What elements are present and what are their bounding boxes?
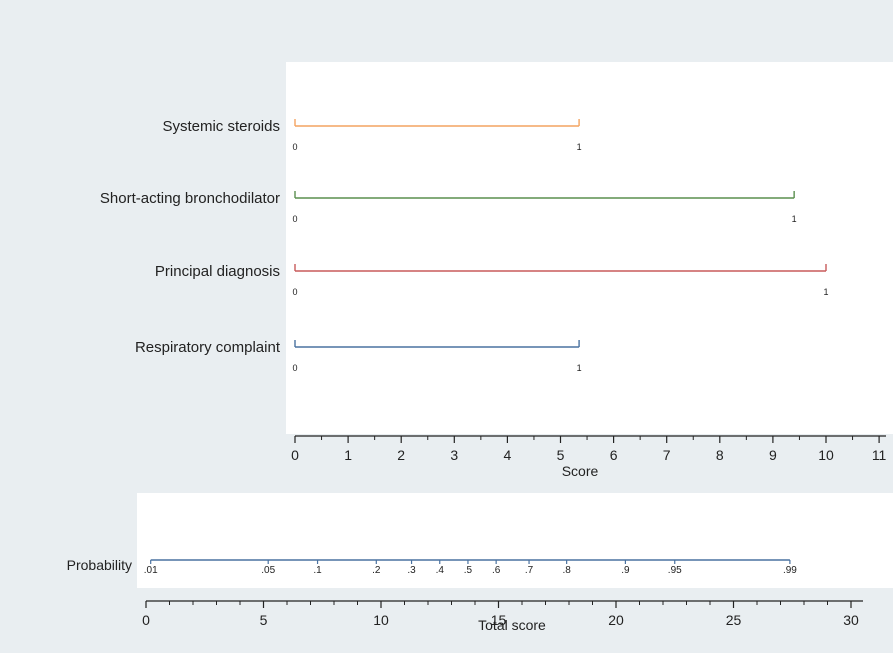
- probability-plot-region: [137, 493, 893, 588]
- predictor-point-label: 0: [292, 214, 297, 224]
- total-score-tick-label: 10: [373, 612, 389, 628]
- score-axis: 0 1 2 3 4 5 6 7 8 9 10 11: [291, 435, 887, 463]
- score-tick-label: 6: [610, 447, 618, 463]
- score-tick-label: 1: [344, 447, 352, 463]
- total-score-tick-label: 20: [608, 612, 624, 628]
- predictor-point-label: 1: [823, 287, 828, 297]
- probability-tick-label: .1: [313, 565, 322, 576]
- score-tick-label: 3: [450, 447, 458, 463]
- score-tick-label: 7: [663, 447, 671, 463]
- predictor-label: Principal diagnosis: [155, 263, 280, 280]
- predictor-row: Principal diagnosis 0 1: [155, 263, 829, 297]
- probability-tick-label: .05: [261, 565, 275, 576]
- probability-tick-label: .95: [668, 565, 682, 576]
- probability-tick-label: .01: [144, 565, 158, 576]
- predictor-label: Short-acting bronchodilator: [100, 190, 280, 207]
- points-plot-region: [286, 62, 893, 434]
- probability-scale: .01 .05 .1 .2 .3 .4 .5 .6 .7 .8 .9 .95 .99: [144, 559, 797, 576]
- predictor-point-label: 0: [292, 142, 297, 152]
- total-score-tick-label: 0: [142, 612, 150, 628]
- score-tick-label: 8: [716, 447, 724, 463]
- predictor-label: Respiratory complaint: [135, 339, 281, 356]
- predictor-point-label: 1: [792, 214, 797, 224]
- predictor-label: Systemic steroids: [162, 118, 280, 135]
- probability-tick-label: .5: [464, 565, 473, 576]
- probability-row-label: Probability: [67, 557, 132, 573]
- probability-tick-label: .7: [525, 565, 534, 576]
- total-score-tick-label: 30: [843, 612, 859, 628]
- total-score-tick-label: 15: [491, 612, 507, 628]
- probability-tick-label: .4: [436, 565, 445, 576]
- probability-tick-label: .2: [372, 565, 381, 576]
- score-tick-label: 11: [872, 447, 887, 463]
- predictor-row: Respiratory complaint 0 1: [135, 339, 582, 373]
- total-score-tick-label: 25: [726, 612, 742, 628]
- probability-tick-label: .6: [492, 565, 501, 576]
- probability-tick-label: .9: [621, 565, 630, 576]
- probability-tick-label: .8: [562, 565, 571, 576]
- predictor-point-label: 0: [292, 287, 297, 297]
- predictor-row: Systemic steroids 0 1: [162, 118, 581, 152]
- score-tick-label: 5: [557, 447, 565, 463]
- predictor-row: Short-acting bronchodilator 0 1: [100, 190, 797, 224]
- total-score-tick-label: 5: [260, 612, 268, 628]
- predictor-point-label: 0: [292, 363, 297, 373]
- predictor-point-label: 1: [577, 363, 582, 373]
- probability-tick-label: .99: [783, 565, 797, 576]
- score-tick-label: 10: [818, 447, 834, 463]
- score-axis-label: Score: [562, 463, 599, 479]
- predictor-point-label: 1: [577, 142, 582, 152]
- score-tick-label: 9: [769, 447, 777, 463]
- total-score-axis-label: Total score: [478, 617, 546, 633]
- probability-tick-label: .3: [407, 565, 416, 576]
- total-score-axis: 0 5 10 15 20 25 30: [142, 600, 863, 628]
- score-tick-label: 4: [504, 447, 512, 463]
- score-tick-label: 0: [291, 447, 299, 463]
- score-tick-label: 2: [397, 447, 405, 463]
